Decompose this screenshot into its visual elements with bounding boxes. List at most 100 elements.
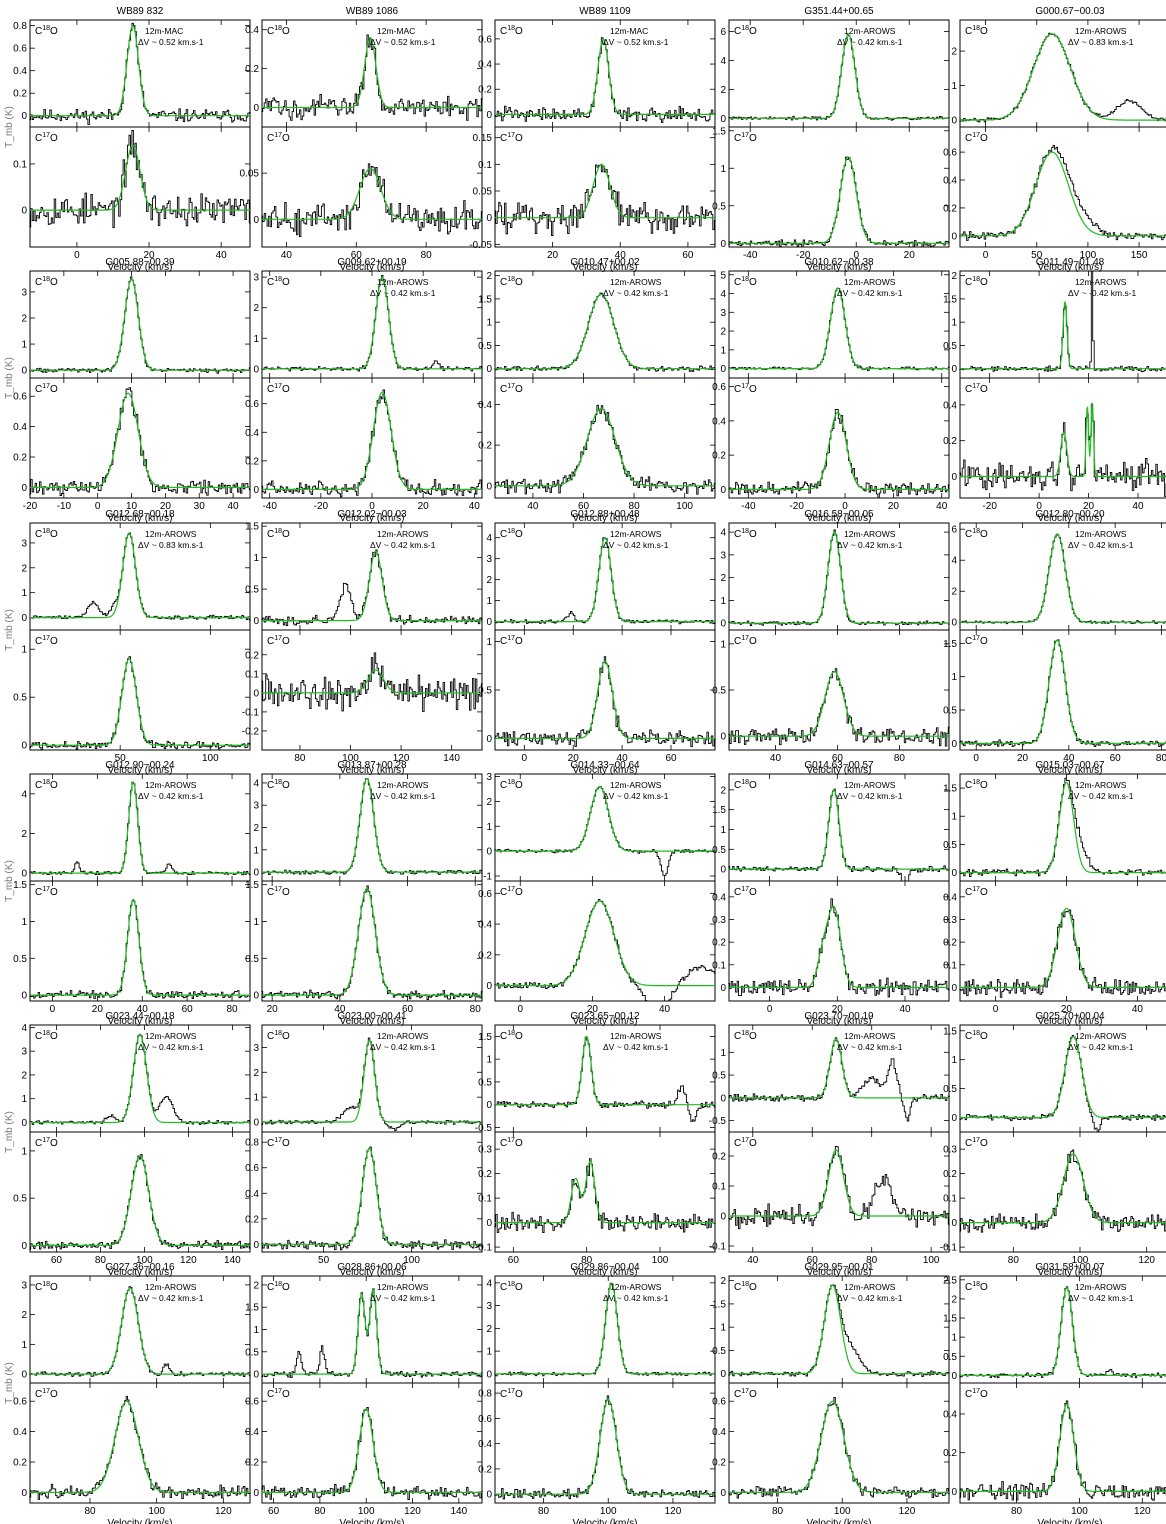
observed-spectrum bbox=[959, 639, 1166, 748]
y-tick-label: 3 bbox=[253, 801, 259, 812]
y-tick-label: 4 bbox=[253, 778, 259, 789]
chart-title: WB89 832 bbox=[117, 6, 164, 17]
y-tick-label: 0 bbox=[21, 366, 27, 377]
y-tick-label: 0.2 bbox=[13, 89, 27, 100]
x-tick-label: 40 bbox=[615, 250, 627, 261]
y-tick-label: 1.5 bbox=[943, 294, 957, 305]
spectrum-chart: G012.88+00.48 0 1 2 3 4 C18O 0 0.5 1 C17O 12m-AROWS… bbox=[478, 509, 716, 776]
y-tick-label: 1 bbox=[21, 1146, 27, 1157]
gaussian-fit bbox=[960, 1153, 1166, 1224]
y-tick-label: 0.6 bbox=[712, 1397, 726, 1408]
y-tick-label: 0 bbox=[253, 1240, 259, 1251]
y-tick-label: 0 bbox=[951, 1113, 957, 1124]
chart-title: G014.33−00.64 bbox=[570, 760, 640, 771]
y-tick-label: 1 bbox=[486, 637, 492, 648]
observed-spectrum bbox=[261, 34, 483, 121]
resolution-label: ΔV ~ 0.42 km.s-1 bbox=[603, 1293, 669, 1303]
c17o-panel: 0 0.2 0.4 0.6 C17O bbox=[245, 1382, 483, 1504]
gaussian-fit bbox=[960, 639, 1166, 744]
y-tick-label: 3 bbox=[720, 550, 726, 561]
panel-frame bbox=[261, 629, 483, 751]
c17o-panel: 0 0.5 1 C17O bbox=[478, 629, 716, 751]
y-tick-label: 0 bbox=[21, 206, 27, 217]
resolution-label: ΔV ~ 0.42 km.s-1 bbox=[837, 540, 903, 550]
spectrum-chart: WB89 1109 0 0.2 0.4 0.6 C18O -0.05 0 0.05 0.1 0.15… bbox=[469, 6, 716, 273]
y-tick-label: -1 bbox=[483, 872, 492, 883]
y-tick-label: 2 bbox=[720, 85, 726, 96]
c18o-label: C18O bbox=[267, 276, 290, 288]
y-tick-label: 0 bbox=[486, 1218, 492, 1229]
chart-title: G028.86+00.06 bbox=[337, 1262, 407, 1273]
x-tick-label: 20 bbox=[587, 1004, 599, 1015]
y-tick-label: 0.4 bbox=[943, 892, 957, 903]
c17o-panel: 0 0.2 0.4 0.6 C17O bbox=[13, 377, 251, 499]
spectrum-chart: G027.36−00.16 0 1 2 3 C18O 0 0.2 0.4 0.6 C17O 12m-A… bbox=[4, 1262, 251, 1524]
c18o-label: C18O bbox=[734, 1030, 757, 1042]
x-axis-label: Velocity (km/s) bbox=[1037, 513, 1102, 524]
c17o-label: C17O bbox=[35, 383, 58, 395]
gaussian-fit bbox=[30, 1033, 250, 1124]
c17o-panel: 0 0.5 1 C17O bbox=[13, 1131, 251, 1253]
gaussian-fit bbox=[729, 156, 949, 244]
panel-frame bbox=[959, 629, 1166, 751]
observed-spectrum bbox=[494, 656, 716, 748]
y-tick-label: 3 bbox=[720, 308, 726, 319]
c17o-panel: -0.1 0 0.1 0.2 C17O bbox=[709, 1131, 950, 1253]
y-tick-label: 0.5 bbox=[478, 341, 492, 352]
x-tick-label: 140 bbox=[443, 753, 460, 764]
chart-title: G351.44+00.65 bbox=[804, 6, 874, 17]
c18o-label: C18O bbox=[500, 276, 523, 288]
gaussian-fit bbox=[262, 669, 482, 694]
c18o-panel: 0 2 4 6 C18O bbox=[951, 522, 1166, 631]
y-tick-label: 0.15 bbox=[473, 133, 493, 144]
gaussian-fit bbox=[30, 392, 250, 488]
y-tick-label: 1 bbox=[951, 1333, 957, 1344]
c17o-label: C17O bbox=[267, 1137, 290, 1149]
y-tick-label: 0 bbox=[951, 364, 957, 375]
y-tick-label: 0.05 bbox=[473, 187, 493, 198]
resolution-label: ΔV ~ 0.42 km.s-1 bbox=[603, 288, 669, 298]
c18o-panel: 0 1 2 3 C18O bbox=[253, 270, 483, 379]
y-tick-label: 0 bbox=[951, 739, 957, 750]
y-tick-label: 1 bbox=[253, 1325, 259, 1336]
spectrum-chart: G023.65−00.12 -0.5 0 0.5 1 1.5 C18O -0.1 0 0.1 0.2… bbox=[475, 1011, 716, 1278]
y-tick-label: 1 bbox=[21, 645, 27, 656]
y-tick-label: 0.6 bbox=[943, 148, 957, 159]
x-tick-label: 20 bbox=[832, 1004, 844, 1015]
observed-spectrum bbox=[728, 33, 950, 121]
y-tick-label: 1 bbox=[21, 1094, 27, 1105]
chart-title: G012.90−00.24 bbox=[105, 760, 175, 771]
c17o-panel: 0 0.2 0.4 0.6 C17O bbox=[943, 126, 1166, 248]
panel-frame bbox=[494, 880, 716, 1002]
observed-spectrum bbox=[29, 656, 251, 750]
observed-spectrum bbox=[261, 389, 483, 498]
y-tick-label: 0.6 bbox=[13, 44, 27, 55]
gaussian-fit bbox=[960, 301, 1166, 370]
gaussian-fit bbox=[729, 1038, 949, 1099]
telescope-label: 12m-MAC bbox=[610, 26, 648, 36]
x-axis-label: Velocity (km/s) bbox=[107, 1267, 172, 1278]
gaussian-fit bbox=[495, 785, 715, 852]
gaussian-fit bbox=[30, 658, 250, 746]
x-axis-label: Velocity (km/s) bbox=[339, 513, 404, 524]
gaussian-fit bbox=[960, 907, 1166, 988]
x-tick-label: 0 bbox=[983, 250, 989, 261]
spectrum-chart: G016.58−00.05 0 1 2 3 4 C18O 0 0.5 1 C17O 12m-AROWS… bbox=[712, 509, 950, 776]
c17o-panel: 0 0.2 0.4 C17O bbox=[943, 377, 1166, 499]
x-tick-label: 60 bbox=[268, 1506, 280, 1517]
c18o-panel: 0 0.5 1 1.5 2 C18O bbox=[712, 773, 950, 882]
y-tick-label: 0.5 bbox=[943, 1352, 957, 1363]
gaussian-fit bbox=[262, 1408, 482, 1493]
resolution-label: ΔV ~ 0.42 km.s-1 bbox=[837, 288, 903, 298]
x-tick-label: 60 bbox=[508, 1255, 520, 1266]
observed-spectrum bbox=[959, 270, 1166, 373]
y-tick-label: 1.5 bbox=[245, 522, 259, 533]
x-tick-label: -20 bbox=[982, 501, 997, 512]
x-tick-label: 40 bbox=[281, 250, 293, 261]
observed-spectrum bbox=[494, 1395, 716, 1500]
c18o-label: C18O bbox=[500, 779, 523, 791]
y-tick-label: 0 bbox=[21, 111, 27, 122]
y-tick-label: 0.3 bbox=[478, 1145, 492, 1156]
resolution-label: ΔV ~ 0.42 km.s-1 bbox=[837, 1293, 903, 1303]
c17o-label: C17O bbox=[965, 1137, 988, 1149]
